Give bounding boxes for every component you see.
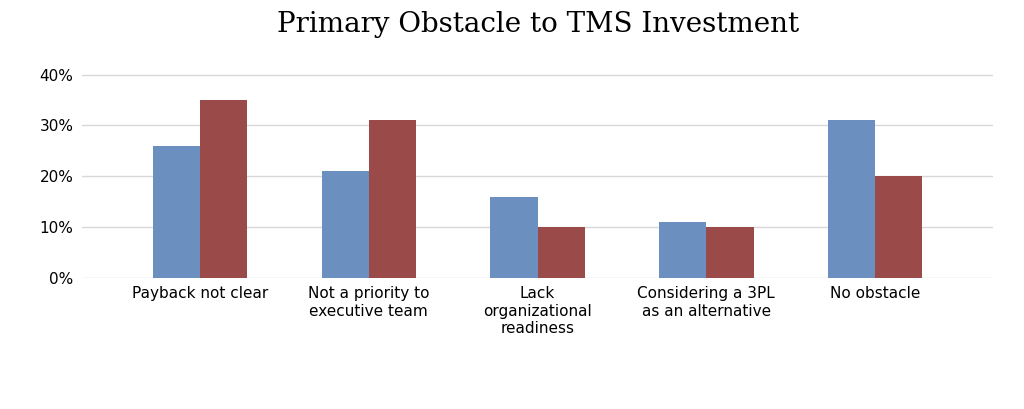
Bar <box>322 171 369 278</box>
Bar <box>707 227 754 278</box>
Bar <box>490 197 538 278</box>
Bar <box>369 120 416 278</box>
Bar <box>827 120 876 278</box>
Bar <box>200 100 248 278</box>
Bar <box>538 227 585 278</box>
Bar <box>659 222 707 278</box>
Bar <box>876 176 923 278</box>
Bar <box>153 146 200 278</box>
Title: Primary Obstacle to TMS Investment: Primary Obstacle to TMS Investment <box>276 11 799 38</box>
Legend: Competitive Weapon, Basic/Necessary Evil: Competitive Weapon, Basic/Necessary Evil <box>335 405 740 409</box>
